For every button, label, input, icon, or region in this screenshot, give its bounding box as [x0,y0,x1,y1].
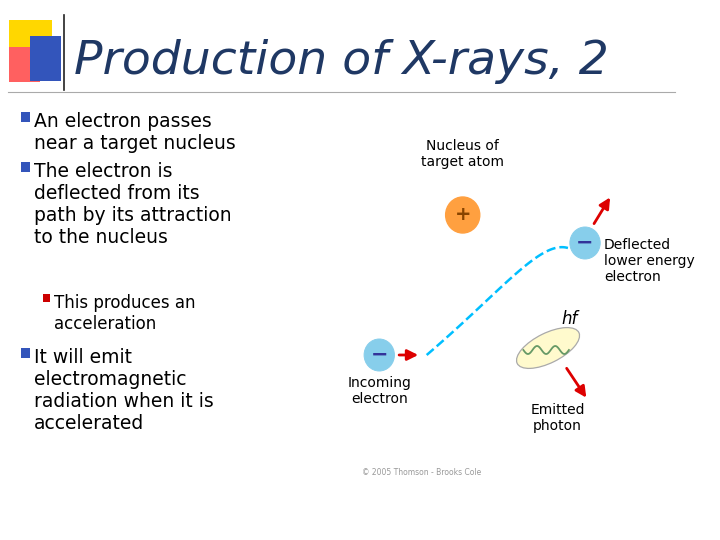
Text: It will emit
electromagnetic
radiation when it is
accelerated: It will emit electromagnetic radiation w… [34,348,214,433]
FancyBboxPatch shape [9,20,52,65]
Text: −: − [371,345,388,365]
Text: Deflected
lower energy
electron: Deflected lower energy electron [604,238,695,285]
FancyBboxPatch shape [42,294,50,302]
Circle shape [364,339,395,371]
Text: This produces an
acceleration: This produces an acceleration [54,294,196,333]
Text: Emitted
photon: Emitted photon [530,403,585,433]
Circle shape [570,227,600,259]
Text: Incoming
electron: Incoming electron [347,376,411,406]
FancyBboxPatch shape [9,47,40,82]
Circle shape [446,197,480,233]
Text: Production of X-rays, 2: Production of X-rays, 2 [74,39,609,84]
FancyBboxPatch shape [21,112,30,122]
Text: hf: hf [562,310,577,328]
Text: An electron passes
near a target nucleus: An electron passes near a target nucleus [34,112,236,153]
FancyBboxPatch shape [30,36,60,81]
Text: The electron is
deflected from its
path by its attraction
to the nucleus: The electron is deflected from its path … [34,162,232,247]
Ellipse shape [516,328,580,368]
Text: Nucleus of
target atom: Nucleus of target atom [421,139,504,169]
FancyBboxPatch shape [21,162,30,172]
FancyBboxPatch shape [21,348,30,358]
Text: −: − [576,233,594,253]
Text: +: + [454,206,471,225]
Text: © 2005 Thomson - Brooks Cole: © 2005 Thomson - Brooks Cole [362,468,482,477]
